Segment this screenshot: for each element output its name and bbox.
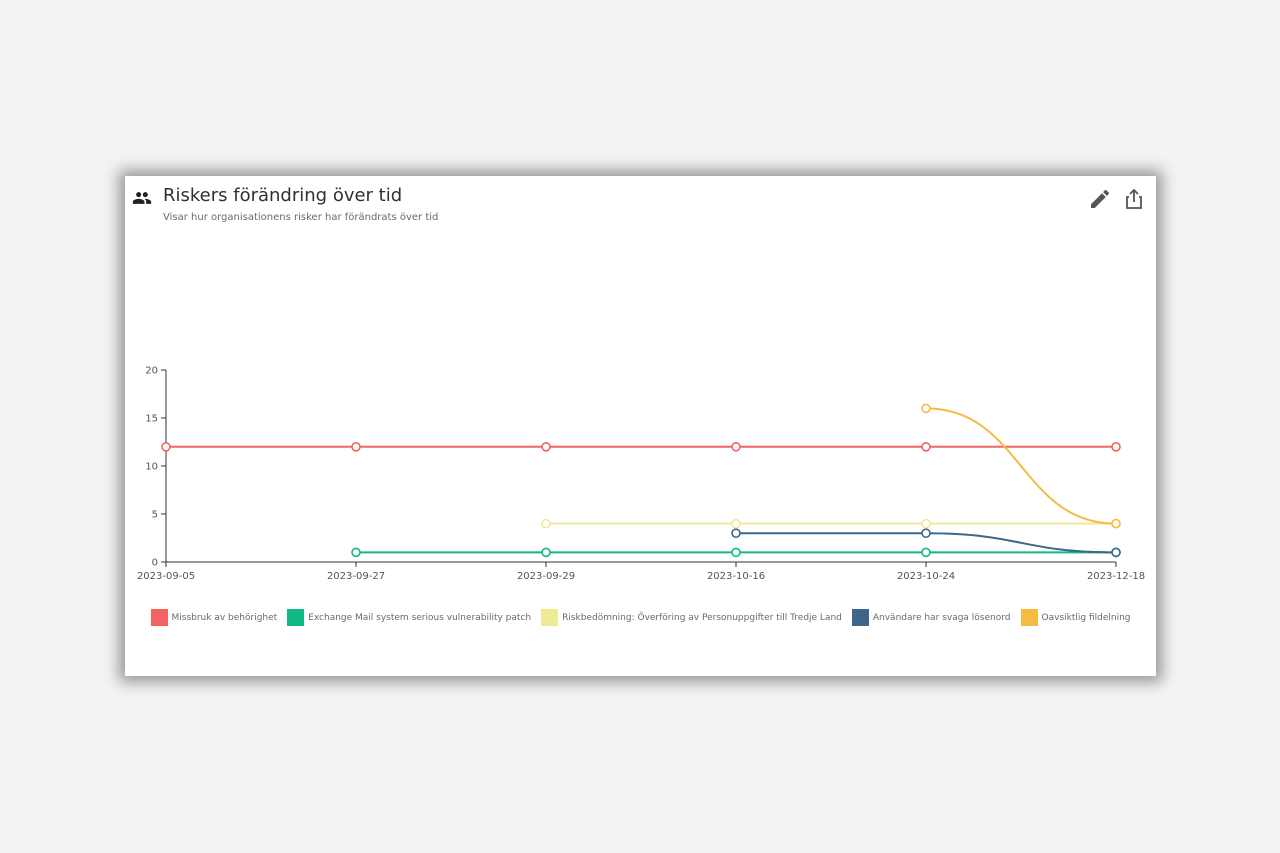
risk-change-widget: Riskers förändring över tid Visar hur or… — [125, 176, 1156, 676]
data-point-0-1 — [351, 441, 361, 452]
legend-item-0[interactable]: Missbruk av behörighet — [150, 609, 278, 626]
risk-line-chart: 0 5 10 15 20 2023-09-05 2023-09-27 2023-09-29 20… — [137, 366, 1145, 583]
legend-item-4[interactable]: Oavsiktlig fildelning — [1020, 609, 1131, 626]
y-tick-label: 15 — [145, 414, 158, 425]
legend-label: Riskbedömning: Överföring av Personuppgi… — [562, 612, 842, 623]
legend-label: Oavsiktlig fildelning — [1041, 612, 1131, 623]
legend-swatch — [1020, 609, 1038, 626]
x-tick-label: 2023-09-27 — [327, 571, 385, 582]
data-point-3-3 — [731, 528, 741, 539]
legend-item-1[interactable]: Exchange Mail system serious vulnerabili… — [287, 609, 531, 626]
data-point-0-0 — [161, 441, 171, 452]
data-point-2-2 — [541, 518, 551, 529]
data-point-0-3 — [731, 441, 741, 452]
data-point-1-3 — [731, 547, 741, 558]
data-point-1-2 — [541, 547, 551, 558]
people-icon — [132, 192, 152, 204]
data-point-1-1 — [351, 547, 361, 558]
data-point-2-3 — [731, 518, 741, 529]
widget-title: Riskers förändring över tid — [163, 185, 403, 206]
pencil-icon — [1091, 189, 1110, 208]
legend-swatch — [541, 609, 559, 626]
y-tick-label: 20 — [145, 366, 158, 377]
legend-item-2[interactable]: Riskbedömning: Överföring av Personuppgi… — [541, 609, 842, 626]
widget-subtitle: Visar hur organisationens risker har för… — [163, 212, 439, 223]
data-point-0-4 — [921, 441, 931, 452]
data-point-3-4 — [921, 528, 931, 539]
chart-legend: Missbruk av behörighet Exchange Mail syst… — [125, 609, 1156, 626]
x-tick-label: 2023-09-29 — [517, 571, 575, 582]
data-point-4-4 — [921, 403, 931, 414]
legend-label: Exchange Mail system serious vulnerabili… — [308, 612, 532, 623]
data-point-0-5 — [1111, 441, 1121, 452]
x-tick-label: 2023-09-05 — [137, 571, 195, 582]
legend-label: Missbruk av behörighet — [171, 612, 278, 623]
legend-label: Användare har svaga lösenord — [872, 612, 1011, 623]
x-tick-label: 2023-12-18 — [1087, 571, 1145, 582]
data-point-1-4 — [921, 547, 931, 558]
y-tick-label: 5 — [152, 510, 158, 521]
share-icon — [1126, 188, 1142, 209]
share-button[interactable] — [1122, 187, 1146, 211]
x-tick-label: 2023-10-24 — [897, 571, 955, 582]
series-line-3 — [736, 532, 1117, 554]
y-tick-label: 10 — [145, 462, 158, 473]
series-line-4 — [925, 407, 1117, 525]
legend-swatch — [150, 609, 168, 626]
legend-swatch — [851, 609, 869, 626]
legend-swatch — [287, 609, 305, 626]
edit-button[interactable] — [1088, 187, 1112, 211]
x-tick-label: 2023-10-16 — [707, 571, 765, 582]
data-point-3-5 — [1111, 547, 1121, 558]
data-point-2-4 — [921, 518, 931, 529]
data-point-0-2 — [541, 441, 551, 452]
y-tick-label: 0 — [152, 558, 158, 569]
data-point-4-5 — [1111, 518, 1121, 529]
legend-item-3[interactable]: Användare har svaga lösenord — [851, 609, 1011, 626]
